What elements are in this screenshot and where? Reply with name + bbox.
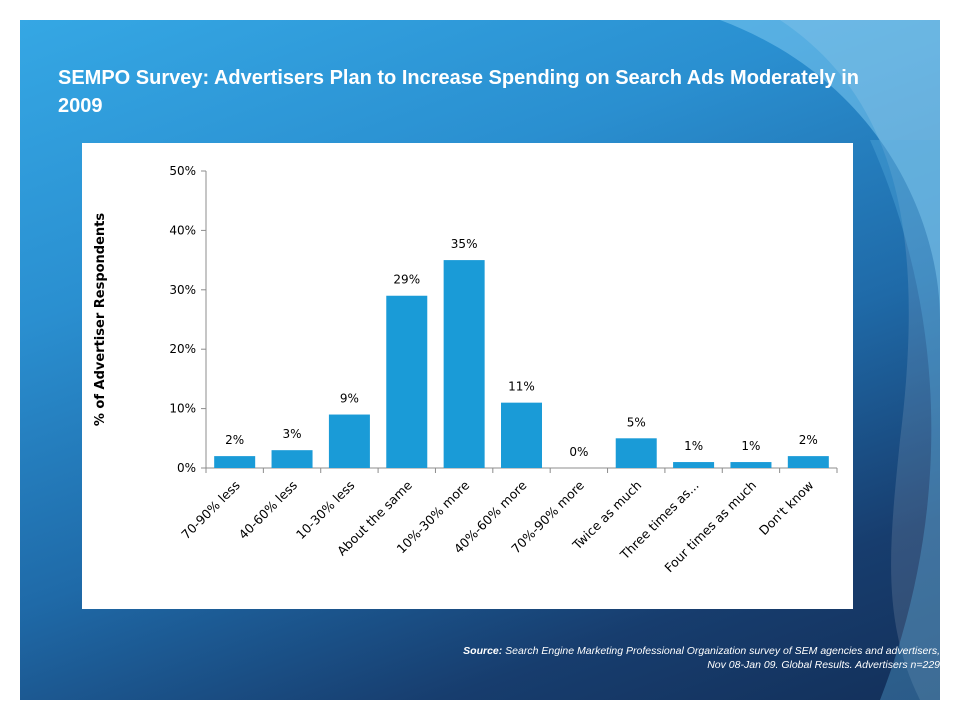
data-label: 29%	[393, 273, 420, 287]
source-text-line2: Nov 08-Jan 09. Global Results. Advertise…	[707, 659, 940, 671]
source-label: Source:	[463, 645, 503, 657]
y-tick-label: 0%	[177, 461, 196, 475]
y-tick-label: 50%	[169, 164, 196, 178]
data-label: 35%	[451, 237, 478, 251]
category-label: 10-30% less	[293, 478, 358, 543]
source-text-line1: Search Engine Marketing Professional Org…	[502, 645, 940, 657]
slide-background: SEMPO Survey: Advertisers Plan to Increa…	[20, 20, 940, 700]
chart-panel: 0% 10% 20% 30% 40% 50% % of Advertiser Respond…	[82, 143, 853, 609]
y-tick-label: 40%	[169, 223, 196, 237]
data-label: 5%	[627, 415, 646, 429]
y-axis-title: % of Advertiser Respondents	[93, 213, 108, 427]
bar	[787, 456, 829, 468]
data-label: 0%	[569, 445, 588, 459]
bar	[443, 260, 485, 468]
bar	[673, 462, 715, 468]
slide-decoration	[720, 20, 940, 700]
source-note: Source: Search Engine Marketing Professi…	[320, 644, 940, 672]
bar	[386, 295, 428, 468]
bar	[271, 450, 313, 468]
data-label: 2%	[225, 433, 244, 447]
data-label: 9%	[340, 392, 359, 406]
bar	[730, 462, 772, 468]
bar-chart: 0% 10% 20% 30% 40% 50% % of Advertiser Respond…	[93, 164, 838, 575]
y-tick-label: 30%	[169, 283, 196, 297]
decor-swoosh-right	[870, 140, 940, 700]
y-tick-label: 20%	[169, 342, 196, 356]
decor-swoosh-inner	[780, 20, 940, 700]
bar	[328, 414, 370, 468]
data-label: 11%	[508, 380, 535, 394]
bar	[501, 402, 542, 468]
data-label: 1%	[684, 439, 703, 453]
decor-swoosh-outer	[720, 20, 940, 320]
slide-title: SEMPO Survey: Advertisers Plan to Increa…	[58, 67, 859, 117]
bar	[214, 456, 256, 468]
category-label: 70-90% less	[178, 478, 243, 543]
data-label: 1%	[741, 439, 760, 453]
data-label: 2%	[799, 433, 818, 447]
category-label: 40-60% less	[236, 478, 301, 543]
category-label: Don't know	[756, 478, 816, 538]
data-label: 3%	[283, 427, 302, 441]
y-tick-label: 10%	[169, 402, 196, 416]
bar	[615, 438, 657, 468]
